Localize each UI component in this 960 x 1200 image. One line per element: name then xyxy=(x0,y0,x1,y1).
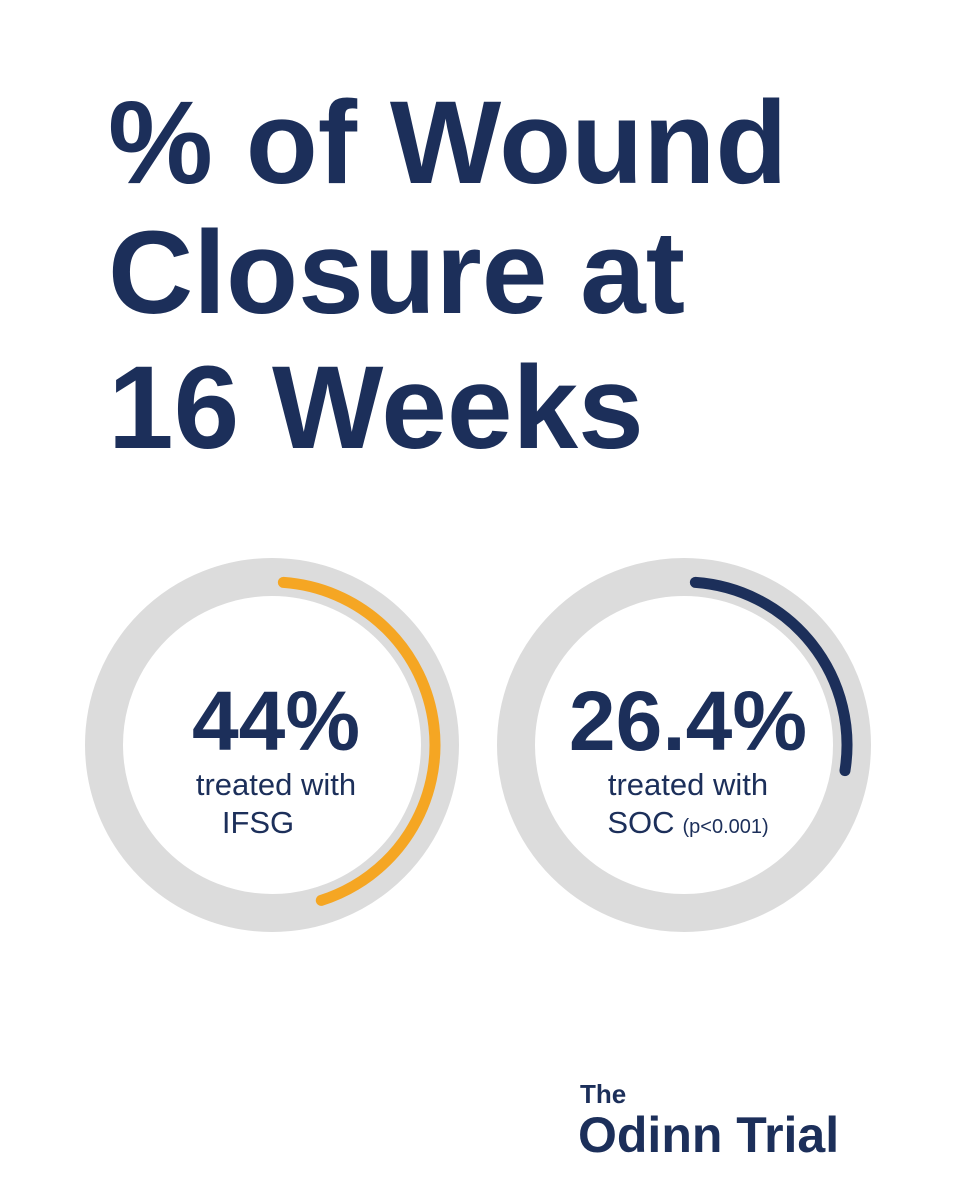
donut-arc xyxy=(689,576,853,777)
title-line: % of Wound xyxy=(108,77,787,209)
caption: SOC (p<0.001) xyxy=(607,805,768,840)
footer-large: Odinn Trial xyxy=(578,1107,839,1163)
caption: IFSG xyxy=(222,805,294,840)
caption-line: SOC xyxy=(607,805,674,840)
caption: treated with xyxy=(608,767,768,802)
caption: treated with xyxy=(196,767,356,802)
footer-small: The xyxy=(580,1079,626,1109)
note: (p<0.001) xyxy=(683,816,769,838)
value-label: 26.4% xyxy=(569,674,807,768)
donut-arc xyxy=(277,576,441,906)
value-label: 44% xyxy=(192,674,360,768)
title-line: 16 Weeks xyxy=(108,342,644,474)
title-line: Closure at xyxy=(108,207,685,339)
